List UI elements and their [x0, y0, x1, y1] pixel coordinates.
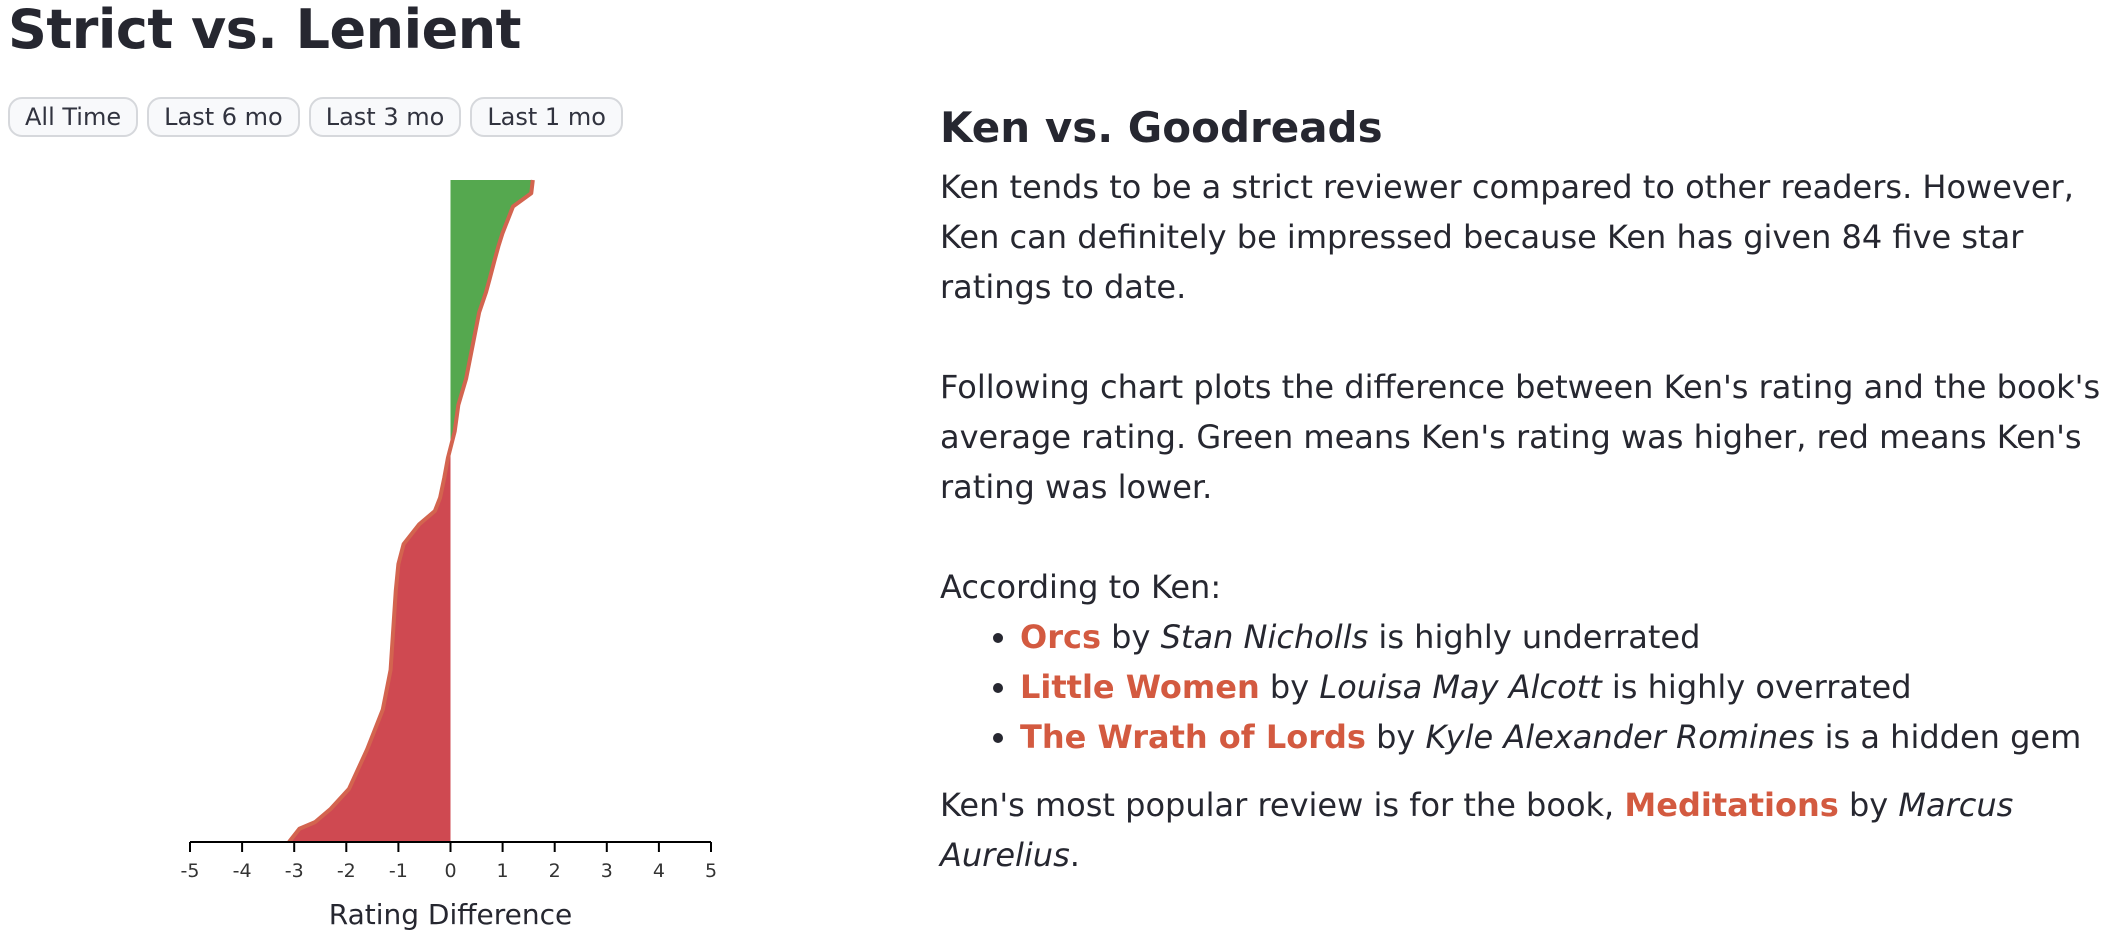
- difference-line: [287, 179, 535, 844]
- verdict-text: is highly underrated: [1378, 618, 1701, 656]
- book-link-the-wrath-of-lords[interactable]: The Wrath of Lords: [1020, 718, 1366, 756]
- filter-last-1-mo-button[interactable]: Last 1 mo: [470, 97, 623, 137]
- x-tick-label: 4: [653, 860, 665, 882]
- comparison-paragraph-2: Following chart plots the difference bet…: [940, 368, 2101, 506]
- according-label: According to Ken:: [940, 568, 1222, 606]
- x-tick-label: 3: [601, 860, 613, 882]
- verdict-text: is a hidden gem: [1824, 718, 2082, 756]
- x-tick-label: -5: [181, 860, 200, 882]
- x-tick-label: -3: [285, 860, 304, 882]
- comparison-title: Ken vs. Goodreads: [940, 103, 1383, 152]
- filter-last-3-mo-button[interactable]: Last 3 mo: [308, 97, 462, 137]
- by-text: by: [1269, 668, 1310, 706]
- popular-prefix: Ken's most popular review is for the boo…: [940, 786, 1615, 824]
- comparison-panel: Ken vs. Goodreads Ken tends to be a stri…: [940, 98, 2120, 880]
- verdict-text: is highly overrated: [1611, 668, 1912, 706]
- page-title: Strict vs. Lenient: [8, 0, 522, 61]
- author-name: Louisa May Alcott: [1319, 668, 1602, 706]
- by-text: by: [1111, 618, 1151, 656]
- by-text: by: [1848, 786, 1889, 824]
- author-name: Kyle Alexander Romines: [1425, 718, 1815, 756]
- author-name: Marcus Aurelius: [940, 786, 2014, 874]
- book-verdict-list: Orcs by Stan Nicholls is highly underrat…: [940, 612, 2120, 762]
- list-item: Little Women by Louisa May Alcott is hig…: [1020, 662, 2120, 712]
- x-tick-label: -1: [389, 860, 408, 882]
- x-tick-label: 5: [705, 860, 717, 882]
- popular-suffix: .: [1069, 836, 1080, 874]
- list-item: Orcs by Stan Nicholls is highly underrat…: [1020, 612, 2120, 662]
- x-axis-label: Rating Difference: [329, 898, 573, 931]
- list-item: The Wrath of Lords by Kyle Alexander Rom…: [1020, 712, 2120, 762]
- by-text: by: [1376, 718, 1416, 756]
- x-tick-label: 1: [497, 860, 509, 882]
- book-link-orcs[interactable]: Orcs: [1020, 618, 1101, 656]
- popular-review-text: Ken's most popular review is for the boo…: [940, 780, 2120, 880]
- book-link-meditations[interactable]: Meditations: [1624, 786, 1839, 824]
- x-tick-label: 0: [444, 860, 456, 882]
- x-tick-label: -2: [337, 860, 356, 882]
- filter-last-6-mo-button[interactable]: Last 6 mo: [147, 97, 300, 137]
- author-name: Stan Nicholls: [1160, 618, 1369, 656]
- time-filter-group: All Time Last 6 mo Last 3 mo Last 1 mo: [8, 97, 623, 137]
- book-link-little-women[interactable]: Little Women: [1020, 668, 1260, 706]
- x-tick-label: 2: [549, 860, 561, 882]
- negative-area: [288, 180, 451, 842]
- rating-difference-chart: -5 -4 -3 -2 -1 0 1 2 3 4 5 Rating Difference: [181, 179, 717, 931]
- x-tick-label: -4: [233, 860, 252, 882]
- filter-all-time-button[interactable]: All Time: [8, 97, 139, 137]
- comparison-paragraph-1: Ken tends to be a strict reviewer compar…: [940, 168, 2074, 306]
